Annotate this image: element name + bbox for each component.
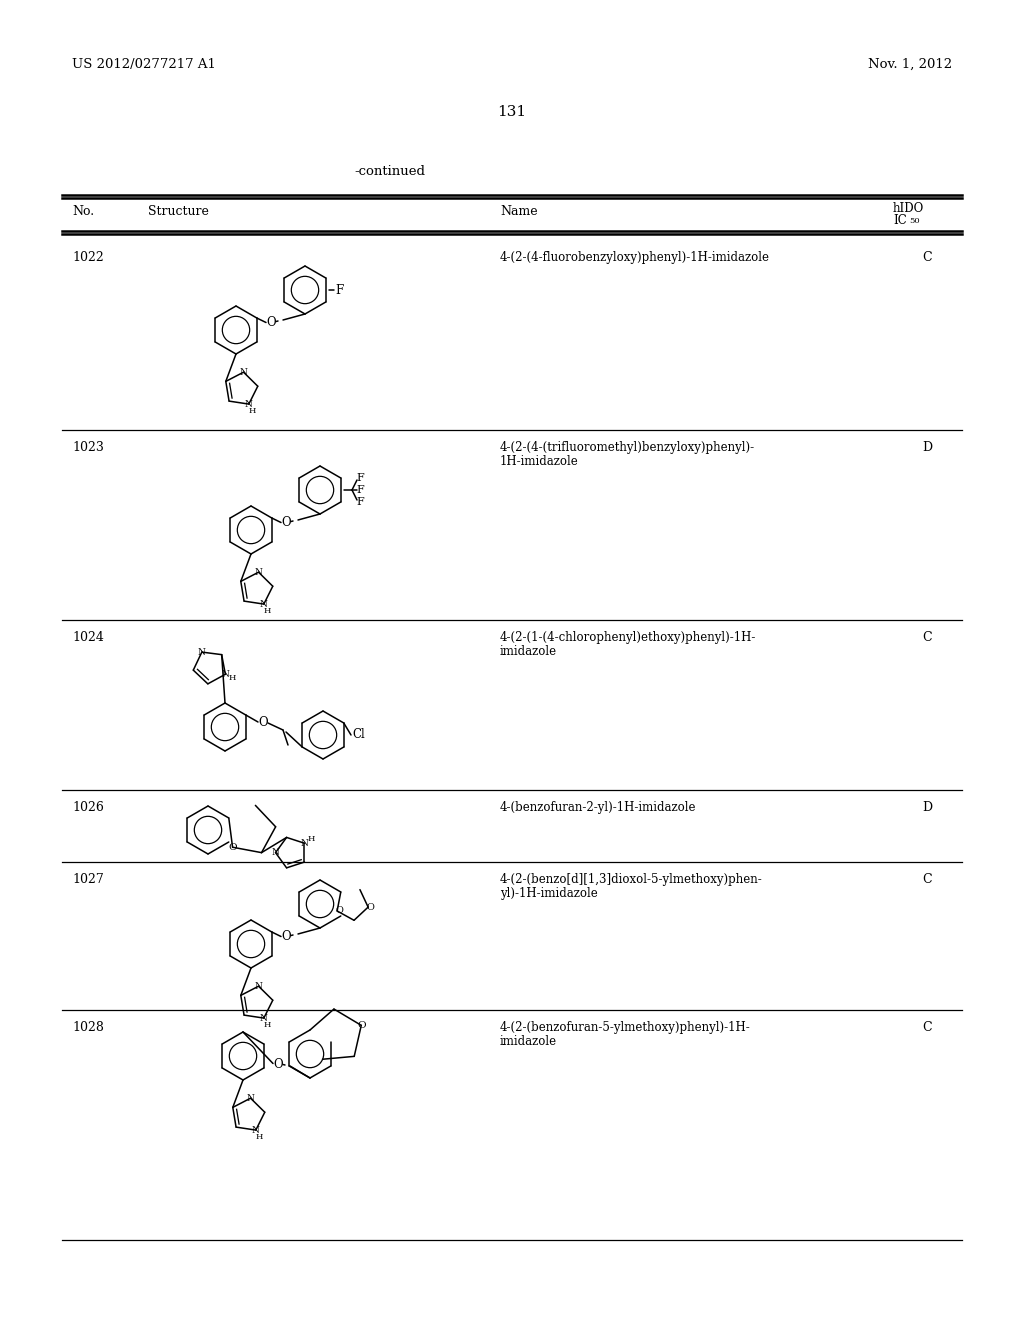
Text: O: O (282, 516, 291, 528)
Text: N: N (252, 1126, 260, 1135)
Text: Cl: Cl (352, 729, 366, 742)
Text: 1H-imidazole: 1H-imidazole (500, 455, 579, 469)
Text: C: C (922, 1020, 932, 1034)
Text: H: H (307, 834, 314, 842)
Text: 1022: 1022 (72, 251, 103, 264)
Text: 4-(2-(4-(trifluoromethyl)benzyloxy)phenyl)-: 4-(2-(4-(trifluoromethyl)benzyloxy)pheny… (500, 441, 755, 454)
Text: F: F (356, 498, 364, 507)
Text: N: N (245, 400, 253, 409)
Text: 4-(2-(benzofuran-5-ylmethoxy)phenyl)-1H-: 4-(2-(benzofuran-5-ylmethoxy)phenyl)-1H- (500, 1020, 751, 1034)
Text: O: O (228, 842, 237, 851)
Text: 1027: 1027 (72, 873, 103, 886)
Text: F: F (356, 484, 364, 495)
Text: No.: No. (72, 205, 94, 218)
Text: 1024: 1024 (72, 631, 103, 644)
Text: N: N (240, 368, 248, 376)
Text: 1028: 1028 (72, 1020, 103, 1034)
Text: O: O (335, 907, 343, 916)
Text: 4-(benzofuran-2-yl)-1H-imidazole: 4-(benzofuran-2-yl)-1H-imidazole (500, 801, 696, 814)
Text: 1023: 1023 (72, 441, 103, 454)
Text: H: H (264, 607, 271, 615)
Text: D: D (922, 801, 932, 814)
Text: 1026: 1026 (72, 801, 103, 814)
Text: F: F (356, 473, 364, 483)
Text: F: F (335, 284, 343, 297)
Text: N: N (271, 849, 280, 857)
Text: O: O (266, 315, 275, 329)
Text: -continued: -continued (354, 165, 426, 178)
Text: 4-(2-(4-fluorobenzyloxy)phenyl)-1H-imidazole: 4-(2-(4-fluorobenzyloxy)phenyl)-1H-imida… (500, 251, 770, 264)
Text: N: N (260, 1014, 267, 1023)
Text: N: N (300, 838, 308, 847)
Text: C: C (922, 251, 932, 264)
Text: H: H (264, 1022, 271, 1030)
Text: IC: IC (893, 214, 906, 227)
Text: N: N (198, 648, 206, 656)
Text: US 2012/0277217 A1: US 2012/0277217 A1 (72, 58, 216, 71)
Text: Structure: Structure (148, 205, 209, 218)
Text: N: N (247, 1094, 255, 1102)
Text: Nov. 1, 2012: Nov. 1, 2012 (868, 58, 952, 71)
Text: C: C (922, 631, 932, 644)
Text: N: N (260, 599, 267, 609)
Text: 50: 50 (909, 216, 920, 224)
Text: N: N (255, 982, 262, 991)
Text: Name: Name (500, 205, 538, 218)
Text: 4-(2-(1-(4-chlorophenyl)ethoxy)phenyl)-1H-: 4-(2-(1-(4-chlorophenyl)ethoxy)phenyl)-1… (500, 631, 757, 644)
Text: H: H (249, 407, 256, 416)
Text: imidazole: imidazole (500, 1035, 557, 1048)
Text: hIDO: hIDO (893, 202, 925, 215)
Text: 4-(2-(benzo[d][1,3]dioxol-5-ylmethoxy)phen-: 4-(2-(benzo[d][1,3]dioxol-5-ylmethoxy)ph… (500, 873, 763, 886)
Text: imidazole: imidazole (500, 645, 557, 657)
Text: H: H (229, 673, 237, 681)
Text: O: O (367, 903, 374, 912)
Text: 131: 131 (498, 106, 526, 119)
Text: O: O (357, 1020, 366, 1030)
Text: C: C (922, 873, 932, 886)
Text: O: O (258, 715, 268, 729)
Text: H: H (256, 1133, 263, 1142)
Text: N: N (221, 669, 229, 678)
Text: N: N (255, 568, 262, 577)
Text: O: O (282, 929, 291, 942)
Text: D: D (922, 441, 932, 454)
Text: yl)-1H-imidazole: yl)-1H-imidazole (500, 887, 598, 900)
Text: O: O (273, 1057, 283, 1071)
